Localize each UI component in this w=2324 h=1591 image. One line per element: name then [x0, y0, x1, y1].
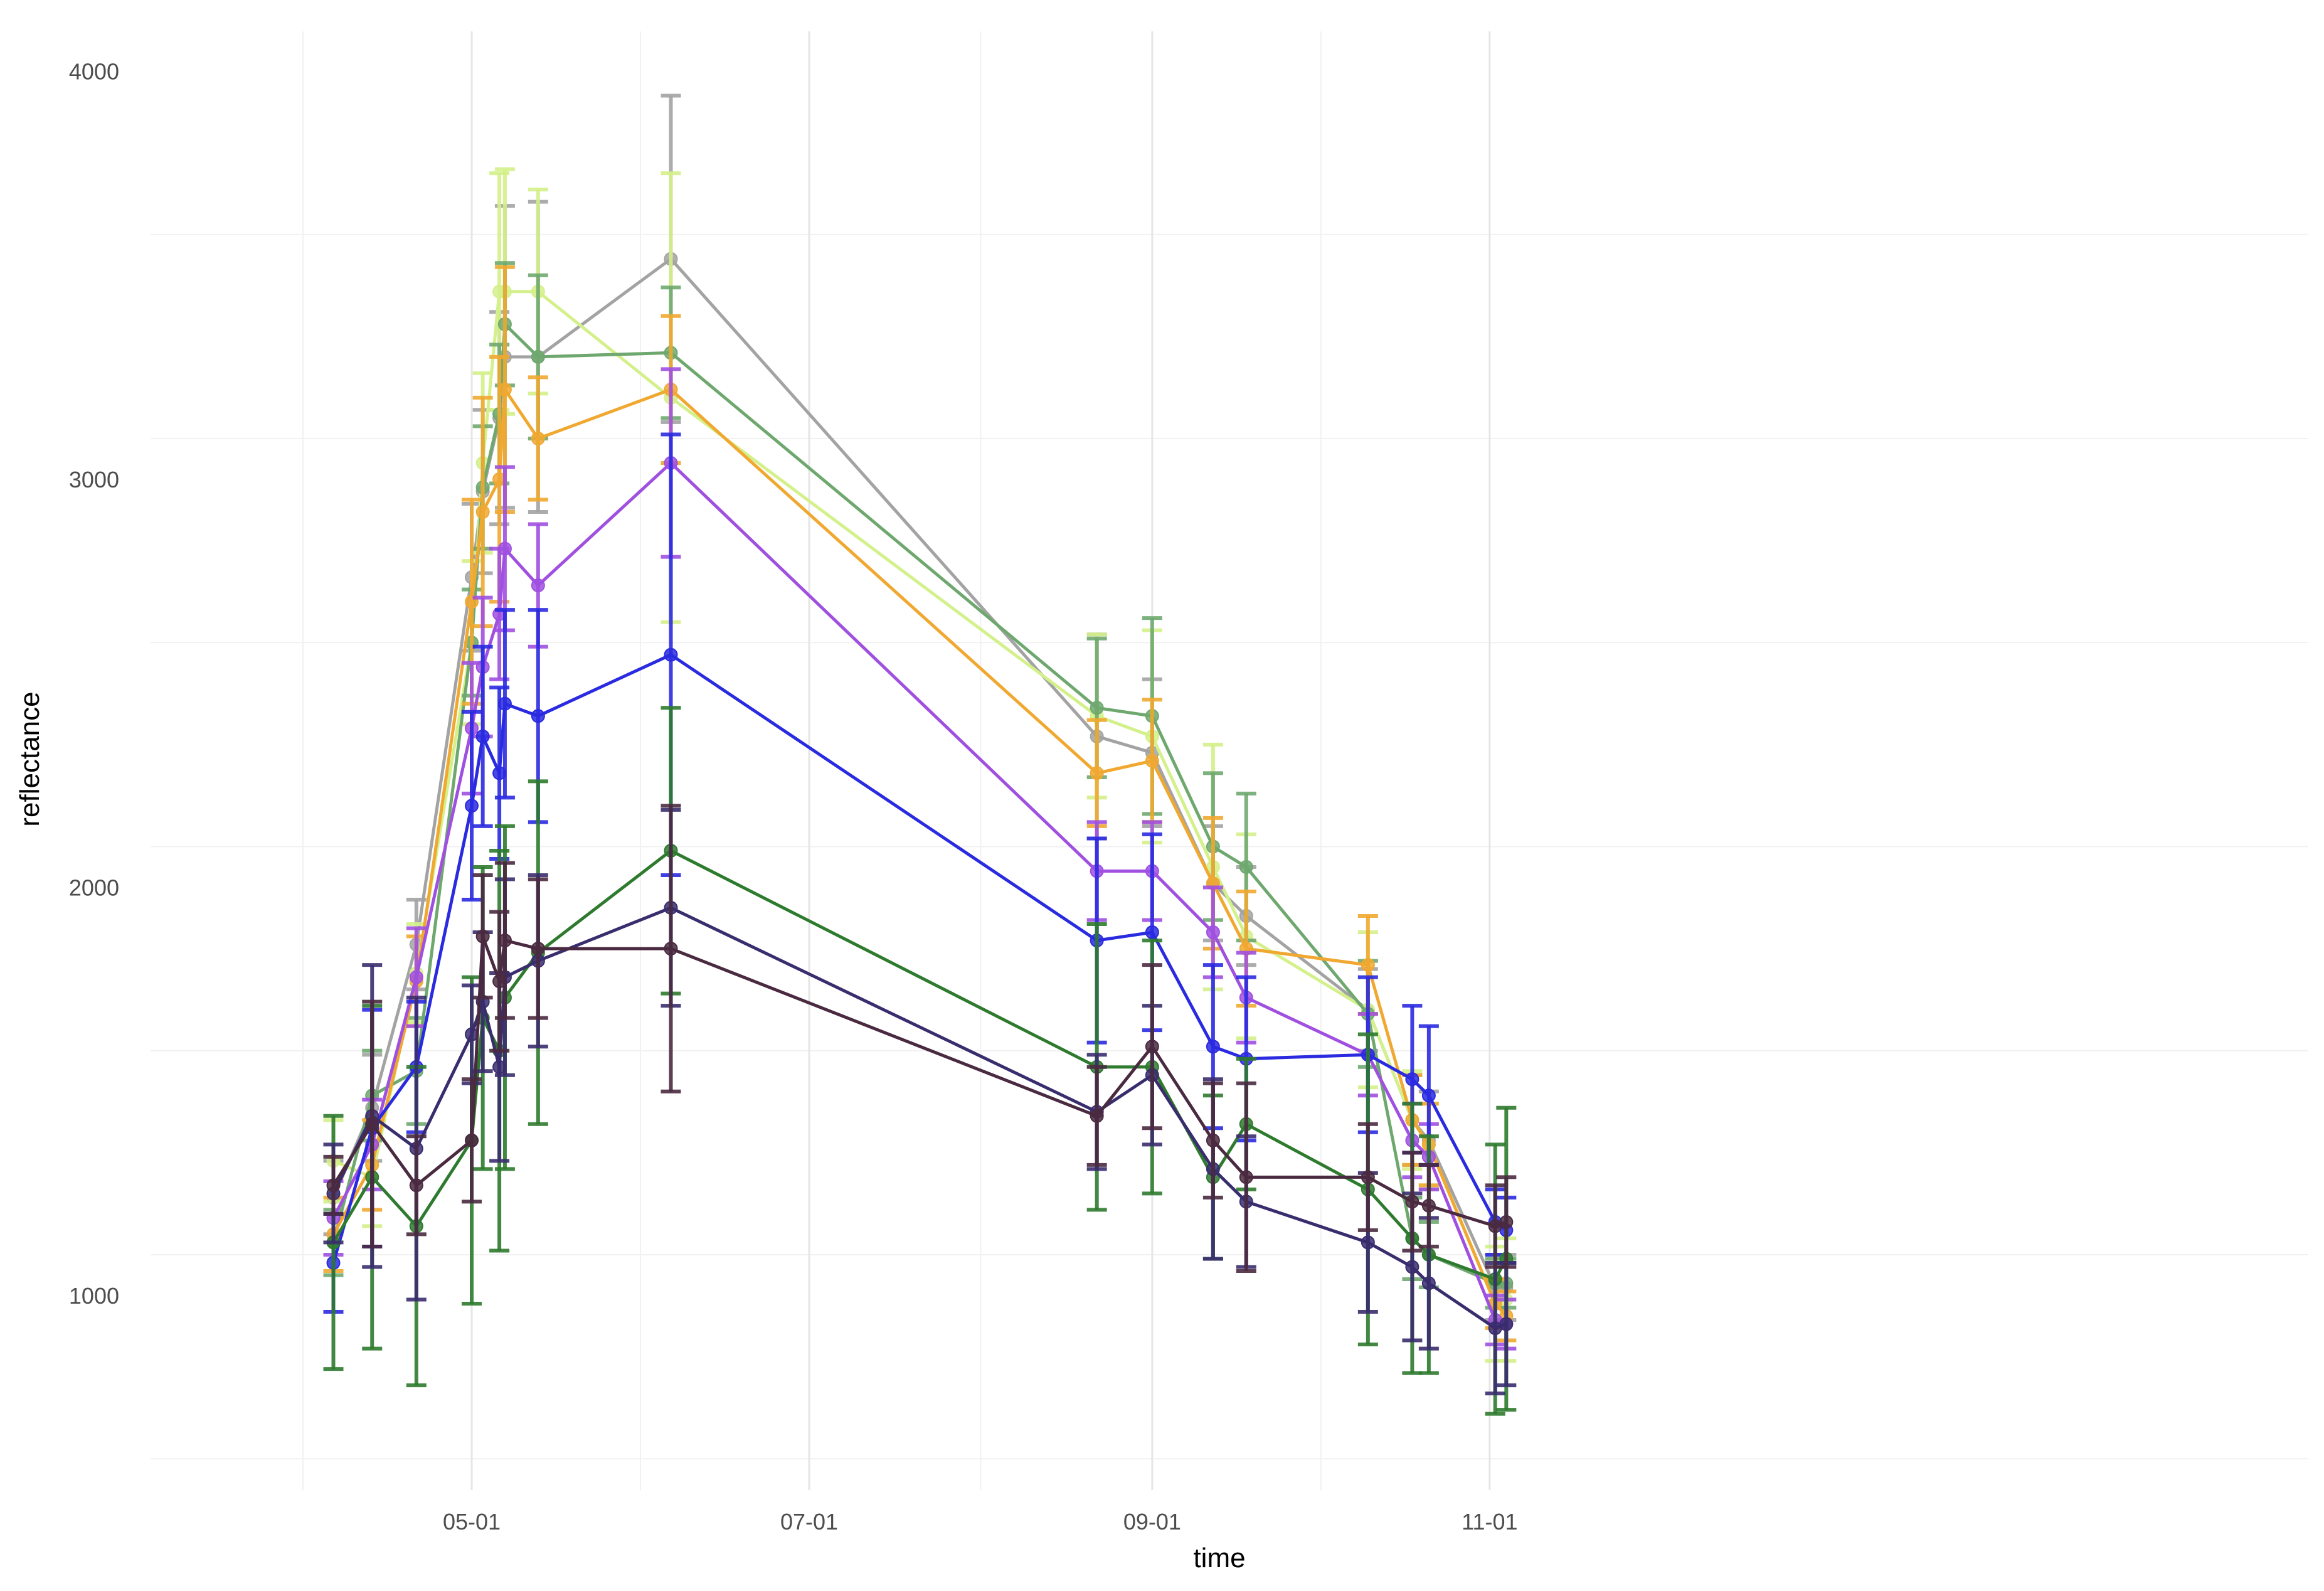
data-point	[531, 578, 545, 593]
data-point	[1361, 1235, 1375, 1250]
data-point	[497, 696, 512, 711]
data-point	[492, 1060, 507, 1074]
data-point	[1405, 1072, 1419, 1087]
data-point	[365, 1117, 379, 1131]
data-point	[1499, 1215, 1514, 1229]
data-point	[465, 1133, 479, 1147]
y-axis-title: reflectance	[14, 691, 45, 826]
data-point	[475, 729, 490, 743]
data-point	[475, 929, 490, 944]
y-tick-label: 1000	[69, 1283, 119, 1309]
data-point	[1421, 1276, 1436, 1290]
data-point	[664, 647, 678, 662]
data-point	[1206, 1040, 1220, 1054]
x-tick-label: 11-01	[1462, 1509, 1517, 1535]
data-point	[531, 349, 545, 364]
data-point	[1239, 1170, 1253, 1184]
axes: time reflectance 1000 2000 3000 4000 05-01 07…	[14, 59, 1518, 1574]
data-point	[1090, 766, 1104, 780]
data-point	[475, 505, 490, 519]
x-tick-label: 09-01	[1123, 1509, 1181, 1535]
y-tick-label: 4000	[69, 59, 119, 85]
data-point	[1421, 1088, 1436, 1103]
data-point	[409, 970, 423, 984]
x-axis-title: time	[1193, 1543, 1245, 1573]
data-point	[531, 709, 545, 723]
data-point	[492, 766, 507, 780]
data-point	[664, 942, 678, 956]
data-point	[465, 799, 479, 813]
data-point	[1421, 1198, 1436, 1213]
data-point	[1090, 701, 1104, 715]
data-point	[1090, 1109, 1104, 1123]
data-point	[1405, 1195, 1419, 1209]
data-point	[531, 431, 545, 445]
grid	[151, 31, 2308, 1490]
series-group	[323, 93, 1517, 1416]
series-dark-plum	[323, 804, 1517, 1273]
x-tick-label: 07-01	[780, 1509, 838, 1535]
data-point	[531, 942, 545, 956]
y-tick-label: 3000	[69, 467, 119, 492]
data-point	[409, 1178, 423, 1193]
series-line	[332, 849, 1508, 1281]
data-point	[497, 541, 512, 556]
series-navy	[323, 807, 1517, 1396]
series-line	[332, 461, 1507, 1326]
data-point	[492, 974, 507, 989]
data-point	[1206, 925, 1220, 940]
data-point	[1239, 859, 1253, 874]
y-tick-label: 2000	[69, 875, 119, 901]
data-point	[1145, 753, 1159, 768]
x-tick-label: 05-01	[443, 1509, 501, 1535]
data-point	[1145, 1040, 1159, 1054]
data-point	[1145, 925, 1159, 940]
data-point	[1361, 958, 1375, 972]
data-point	[1361, 1170, 1375, 1184]
data-point	[326, 1178, 341, 1193]
data-point	[1405, 1260, 1419, 1274]
data-point	[1499, 1317, 1514, 1331]
series-orange	[323, 265, 1517, 1343]
data-point	[497, 382, 512, 396]
data-point	[497, 934, 512, 948]
data-point	[1206, 1133, 1220, 1147]
